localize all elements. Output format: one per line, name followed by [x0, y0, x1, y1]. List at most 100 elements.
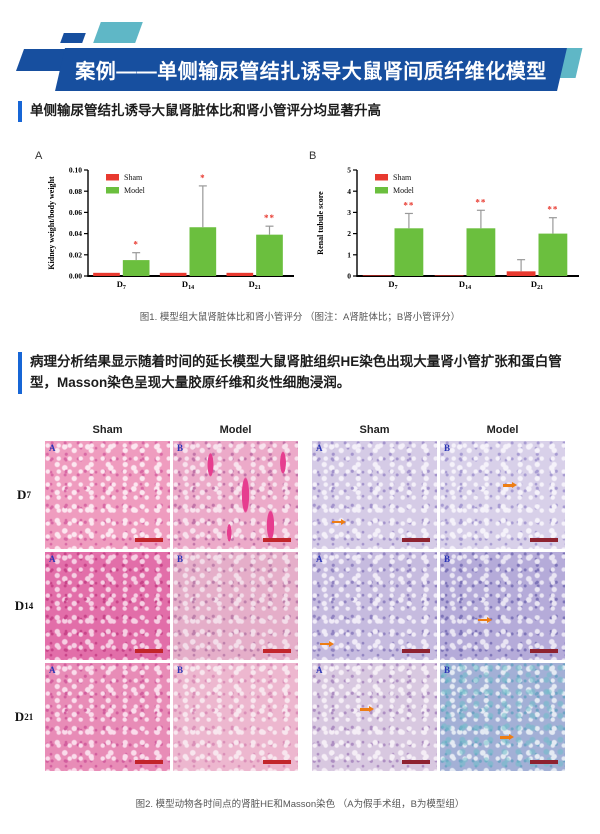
- histology-tile-he-d21-a: A: [45, 663, 170, 771]
- column-header-model-3: Model: [486, 424, 519, 436]
- page-title: 案例——单侧输尿管结扎诱导大鼠肾间质纤维化模型: [75, 61, 547, 83]
- histology-tile-he-d7-a: A: [45, 441, 170, 549]
- chart-svg: 0.00 0.02 0.04 0.06 0.08 0.10 Kidney weight/bo…: [47, 166, 294, 291]
- tile-letter: A: [316, 665, 323, 675]
- tile-letter: A: [316, 554, 323, 564]
- svg-text:0.04: 0.04: [69, 229, 82, 238]
- tile-letter: A: [49, 554, 56, 564]
- chart-svg: 0 1 2 3 4 5 Renal tubule score ** ** ** D7 D14 D21 Sh…: [316, 166, 579, 291]
- svg-text:**: **: [264, 213, 275, 223]
- scale-bar: [402, 538, 430, 542]
- column-header-spacer: [6, 420, 42, 438]
- bar-chart-renal-tubule-score: 0 1 2 3 4 5 Renal tubule score ** ** ** D7 D14 D21 Sh…: [313, 164, 581, 299]
- scale-bar: [530, 760, 558, 764]
- tile-letter: B: [444, 443, 451, 453]
- row-label-d14: D 14: [14, 598, 34, 613]
- annotation-arrow-icon: [477, 617, 492, 623]
- svg-text:3: 3: [347, 208, 351, 217]
- svg-text:0.06: 0.06: [69, 208, 82, 217]
- svg-text:D21: D21: [531, 279, 543, 291]
- tile-letter: A: [316, 443, 323, 453]
- tile-letter: B: [177, 665, 184, 675]
- tile-letter: B: [444, 554, 451, 564]
- scale-bar: [135, 649, 163, 653]
- svg-text:D7: D7: [117, 279, 126, 291]
- section-heading-2-text: 病理分析结果显示随着时间的延长模型大鼠肾脏组织HE染色出现大量肾小管扩张和蛋白管…: [30, 354, 562, 390]
- svg-text:D14: D14: [459, 279, 471, 291]
- column-header-model-1: Model: [219, 424, 252, 436]
- tile-letter: A: [49, 665, 56, 675]
- section-heading-2: 病理分析结果显示随着时间的延长模型大鼠肾脏组织HE染色出现大量肾小管扩张和蛋白管…: [18, 352, 588, 394]
- scale-bar: [530, 649, 558, 653]
- svg-text:**: **: [547, 205, 558, 215]
- column-gap-spacer: [301, 441, 309, 549]
- histology-tile-he-d7-b: B: [173, 441, 298, 549]
- svg-text:0.10: 0.10: [69, 166, 82, 175]
- scale-bar: [263, 538, 291, 542]
- tile-letter: B: [177, 443, 184, 453]
- histology-tile-he-d14-a: A: [45, 552, 170, 660]
- column-header-sham-2: Sham: [359, 424, 390, 436]
- section-heading-1-text: 单侧输尿管结扎诱导大鼠肾脏体比和肾小管评分均显著升高: [30, 103, 381, 118]
- figure1-charts: A B 0.00 0.02 0.04 0.06 0.08 0.10 Kidney weigh…: [0, 146, 600, 306]
- histology-tile-he-d14-b: B: [173, 552, 298, 660]
- svg-text:4: 4: [347, 187, 351, 196]
- svg-text:0.08: 0.08: [69, 187, 82, 196]
- annotation-arrow-icon: [502, 482, 517, 488]
- scale-bar: [402, 760, 430, 764]
- tile-letter: B: [177, 554, 184, 564]
- scale-bar: [402, 649, 430, 653]
- histology-tile-masson-d21-b: B: [440, 663, 565, 771]
- annotation-arrow-icon: [332, 519, 346, 525]
- scale-bar: [263, 649, 291, 653]
- scale-bar: [530, 538, 558, 542]
- annotation-arrow-icon: [319, 641, 334, 647]
- svg-text:Model: Model: [124, 186, 146, 195]
- svg-text:Model: Model: [393, 186, 415, 195]
- decor-parallelogram-teal: [93, 22, 143, 43]
- annotation-arrow-icon: [359, 706, 374, 712]
- svg-text:5: 5: [347, 166, 351, 175]
- svg-text:Kidney weight/body weight: Kidney weight/body weight: [47, 176, 56, 270]
- scale-bar: [135, 538, 163, 542]
- decor-parallelogram-blue-small: [60, 33, 86, 43]
- figure1-caption: 图1. 模型组大鼠肾脏体比和肾小管评分 （图注：A肾脏体比；B肾小管评分）: [139, 312, 461, 323]
- tile-letter: B: [444, 665, 451, 675]
- svg-text:*: *: [200, 173, 206, 183]
- column-header-sham-0: Sham: [92, 424, 123, 436]
- svg-text:*: *: [133, 240, 139, 250]
- figure2-grid: Sham Model Sham Model D 7 A B A B D 14 A B A B D 21 A B A B: [6, 420, 565, 771]
- svg-text:**: **: [475, 197, 486, 207]
- scale-bar: [263, 760, 291, 764]
- histology-tile-masson-d14-b: B: [440, 552, 565, 660]
- svg-text:Renal tubule score: Renal tubule score: [316, 191, 325, 255]
- histology-tile-he-d21-b: B: [173, 663, 298, 771]
- panel-b-label: B: [309, 150, 317, 162]
- svg-text:0: 0: [347, 272, 351, 281]
- section-heading-1: 单侧输尿管结扎诱导大鼠肾脏体比和肾小管评分均显著升高: [18, 101, 588, 122]
- histology-tile-masson-d21-a: A: [312, 663, 437, 771]
- svg-text:**: **: [403, 200, 414, 210]
- svg-text:2: 2: [347, 229, 351, 238]
- column-gap-spacer: [301, 552, 309, 660]
- svg-text:0.00: 0.00: [69, 272, 82, 281]
- svg-text:1: 1: [347, 250, 351, 259]
- svg-text:D7: D7: [388, 279, 397, 291]
- annotation-arrow-icon: [500, 734, 514, 740]
- column-gap-spacer: [301, 663, 309, 771]
- heading-accent-bar: [18, 101, 22, 122]
- svg-text:D21: D21: [249, 279, 261, 291]
- tile-letter: A: [49, 443, 56, 453]
- svg-text:0.02: 0.02: [69, 250, 82, 259]
- svg-text:Sham: Sham: [393, 173, 412, 182]
- svg-text:D14: D14: [182, 279, 194, 291]
- column-gap-spacer: [301, 420, 309, 438]
- panel-a-label: A: [35, 150, 43, 162]
- heading-accent-bar: [18, 352, 22, 394]
- histology-tile-masson-d7-b: B: [440, 441, 565, 549]
- bar-chart-kidney-weight: 0.00 0.02 0.04 0.06 0.08 0.10 Kidney weight/bo…: [44, 164, 296, 299]
- svg-text:Sham: Sham: [124, 173, 143, 182]
- histology-tile-masson-d14-a: A: [312, 552, 437, 660]
